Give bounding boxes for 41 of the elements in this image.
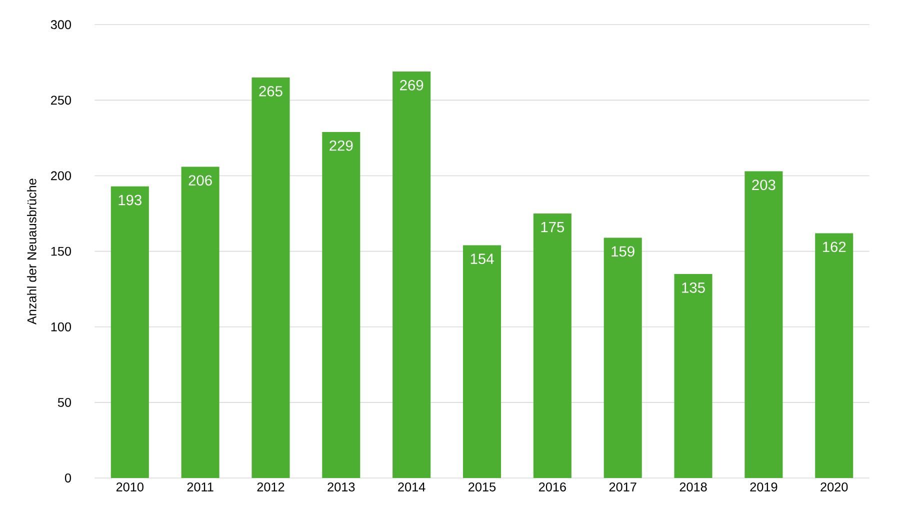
- bar: [674, 274, 712, 478]
- data-label: 193: [118, 194, 142, 206]
- y-axis-title: Anzahl der Neuausbrüche: [27, 178, 36, 325]
- x-tick-label: 2019: [750, 482, 778, 492]
- x-tick-label: 2018: [680, 482, 707, 492]
- data-label: 159: [612, 246, 634, 257]
- bar: [744, 171, 783, 478]
- bar: [533, 214, 572, 478]
- bar: [392, 72, 431, 478]
- y-tick-label: 300: [50, 20, 72, 30]
- bar: [815, 233, 854, 478]
- bar: [252, 78, 290, 478]
- bar: [322, 132, 360, 478]
- x-tick-label: 2011: [187, 482, 214, 492]
- y-tick-label: 100: [51, 322, 72, 332]
- bar: [604, 238, 642, 478]
- bar: [181, 166, 220, 478]
- data-label: 206: [188, 175, 212, 186]
- x-tick-label: 2010: [116, 482, 144, 492]
- data-label: 162: [822, 242, 846, 252]
- x-tick-label: 2020: [820, 482, 848, 492]
- data-label: 203: [752, 180, 776, 190]
- x-tick-label: 2015: [468, 482, 496, 492]
- bar: [110, 186, 149, 478]
- x-tick-label: 2012: [257, 482, 284, 492]
- y-tick-label: 50: [58, 398, 72, 407]
- data-label: 229: [330, 140, 353, 151]
- x-tick-label: 2017: [609, 482, 636, 492]
- x-tick-label: 2013: [328, 482, 355, 492]
- y-tick-label: 150: [51, 246, 72, 256]
- data-label: 269: [400, 80, 424, 90]
- y-tick-label: 250: [51, 96, 72, 105]
- data-label: 154: [470, 254, 494, 264]
- bar: [462, 245, 502, 478]
- x-tick-label: 2016: [538, 482, 566, 492]
- data-label: 175: [541, 222, 564, 232]
- data-label: 135: [682, 282, 705, 293]
- x-tick-label: 2014: [398, 482, 426, 492]
- y-tick-label: 0: [64, 474, 72, 482]
- y-tick-label: 200: [51, 171, 72, 180]
- data-label: 265: [259, 86, 282, 96]
